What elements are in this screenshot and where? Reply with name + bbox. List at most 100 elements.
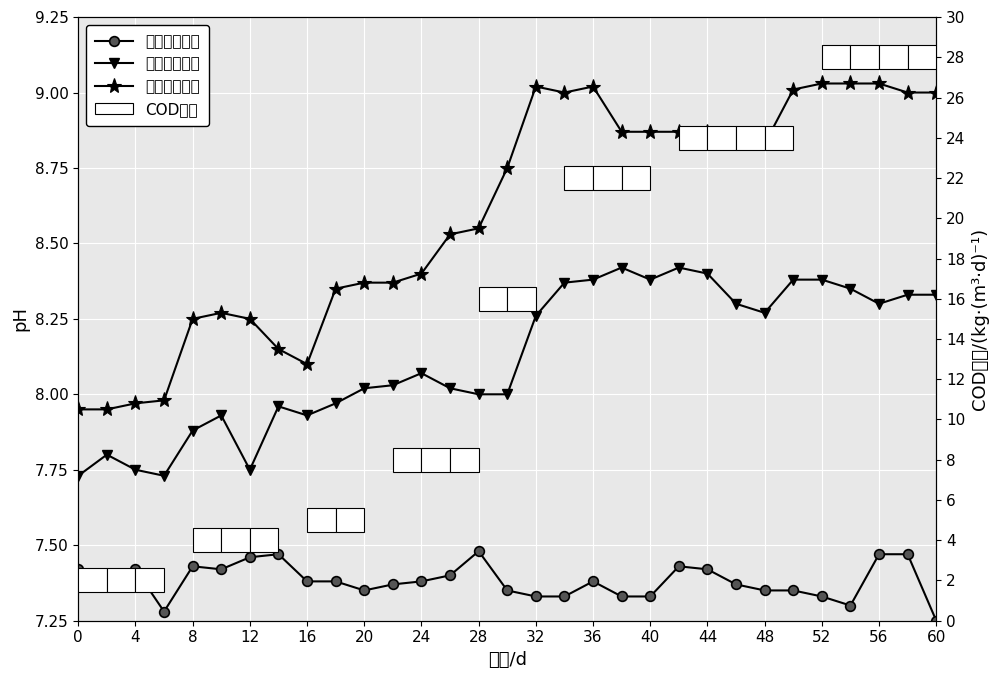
一级厉氧进水 [844,601,856,609]
一级厉氧出水 [673,263,685,271]
Y-axis label: COD负荷/(kg·(m³·d)⁻¹): COD负荷/(kg·(m³·d)⁻¹) [971,228,989,410]
Bar [879,46,908,69]
一级厉氧进水 [444,571,456,579]
二级厉氧出水 [844,80,856,88]
二级厉氧出水 [272,345,284,353]
一级厉氧进水 [616,592,628,600]
一级厉氧出水 [330,399,342,407]
二级厉氧出水 [444,231,456,239]
二级厉氧出水 [158,396,170,405]
一级厉氧进水 [158,607,170,615]
二级厉氧出水 [330,285,342,293]
一级厉氧出水 [701,269,713,277]
一级厉氧进水 [272,550,284,558]
Bar [107,568,135,592]
二级厉氧出水 [644,128,656,136]
一级厉氧进水 [473,547,485,556]
一级厉氧出水 [415,369,427,377]
一级厉氧进水 [673,562,685,571]
二级厉氧出水 [730,134,742,142]
一级厉氧进水 [558,592,570,600]
Bar [822,46,850,69]
一级厉氧出水 [873,300,885,308]
一级厉氧出水 [759,309,771,317]
一级厉氧出水 [301,411,313,420]
一级厉氧出水 [902,290,914,299]
一级厉氧进水 [244,553,256,561]
一级厉氧进水 [187,562,199,571]
二级厉氧出水 [501,164,513,172]
一级厉氧出水 [501,390,513,398]
Bar [78,568,107,592]
二级厉氧出水 [473,224,485,233]
一级厉氧出水 [72,472,84,480]
Bar [679,126,707,150]
Bar [507,287,536,311]
一级厉氧进水 [215,565,227,573]
Bar [336,508,364,532]
一级厉氧出水 [587,275,599,284]
一级厉氧进水 [902,550,914,558]
一级厉氧出水 [387,381,399,390]
Bar [765,126,793,150]
Bar [479,287,507,311]
二级厉氧出水 [616,128,628,136]
Bar [564,166,593,190]
一级厉氧进水 [415,577,427,585]
二级厉氧出水 [902,88,914,97]
一级厉氧进水 [530,592,542,600]
一级厉氧出水 [215,411,227,420]
Line: 二级厉氧出水: 二级厉氧出水 [71,76,944,417]
一级厉氧出水 [444,384,456,392]
一级厉氧进水 [587,577,599,585]
二级厉氧出水 [415,269,427,277]
二级厉氧出水 [129,399,141,407]
Bar [736,126,765,150]
一级厉氧出水 [158,472,170,480]
Bar [622,166,650,190]
Line: 一级厉氧出水: 一级厉氧出水 [73,262,941,481]
Legend: 一级厉氧进水, 一级厉氧出水, 二级厉氧出水, COD负荷: 一级厉氧进水, 一级厉氧出水, 二级厉氧出水, COD负荷 [86,24,209,126]
Bar [307,508,336,532]
二级厉氧出水 [387,279,399,287]
一级厉氧进水 [101,577,113,585]
一级厉氧进水 [301,577,313,585]
二级厉氧出水 [215,309,227,317]
一级厉氧进水 [644,592,656,600]
二级厉氧出水 [244,315,256,323]
二级厉氧出水 [530,82,542,90]
一级厉氧出水 [473,390,485,398]
一级厉氧进水 [816,592,828,600]
Bar [593,166,622,190]
Bar [193,528,221,552]
二级厉氧出水 [187,315,199,323]
二级厉氧出水 [587,82,599,90]
二级厉氧出水 [787,86,799,94]
Bar [250,528,278,552]
一级厉氧出水 [101,451,113,459]
Bar [221,528,250,552]
Bar [421,447,450,472]
一级厉氧进水 [330,577,342,585]
一级厉氧出水 [616,263,628,271]
一级厉氧出水 [244,466,256,474]
二级厉氧出水 [759,140,771,148]
二级厉氧出水 [816,80,828,88]
Bar [135,568,164,592]
一级厉氧进水 [930,617,942,625]
二级厉氧出水 [101,405,113,413]
一级厉氧进水 [730,580,742,588]
一级厉氧进水 [873,550,885,558]
一级厉氧进水 [501,586,513,594]
Line: 一级厉氧进水: 一级厉氧进水 [73,546,941,626]
一级厉氧出水 [644,275,656,284]
一级厉氧出水 [272,403,284,411]
一级厉氧进水 [759,586,771,594]
一级厉氧出水 [187,426,199,435]
一级厉氧进水 [358,586,370,594]
Y-axis label: pH: pH [11,307,29,331]
二级厉氧出水 [701,128,713,136]
一级厉氧出水 [129,466,141,474]
一级厉氧进水 [387,580,399,588]
一级厉氧进水 [129,565,141,573]
